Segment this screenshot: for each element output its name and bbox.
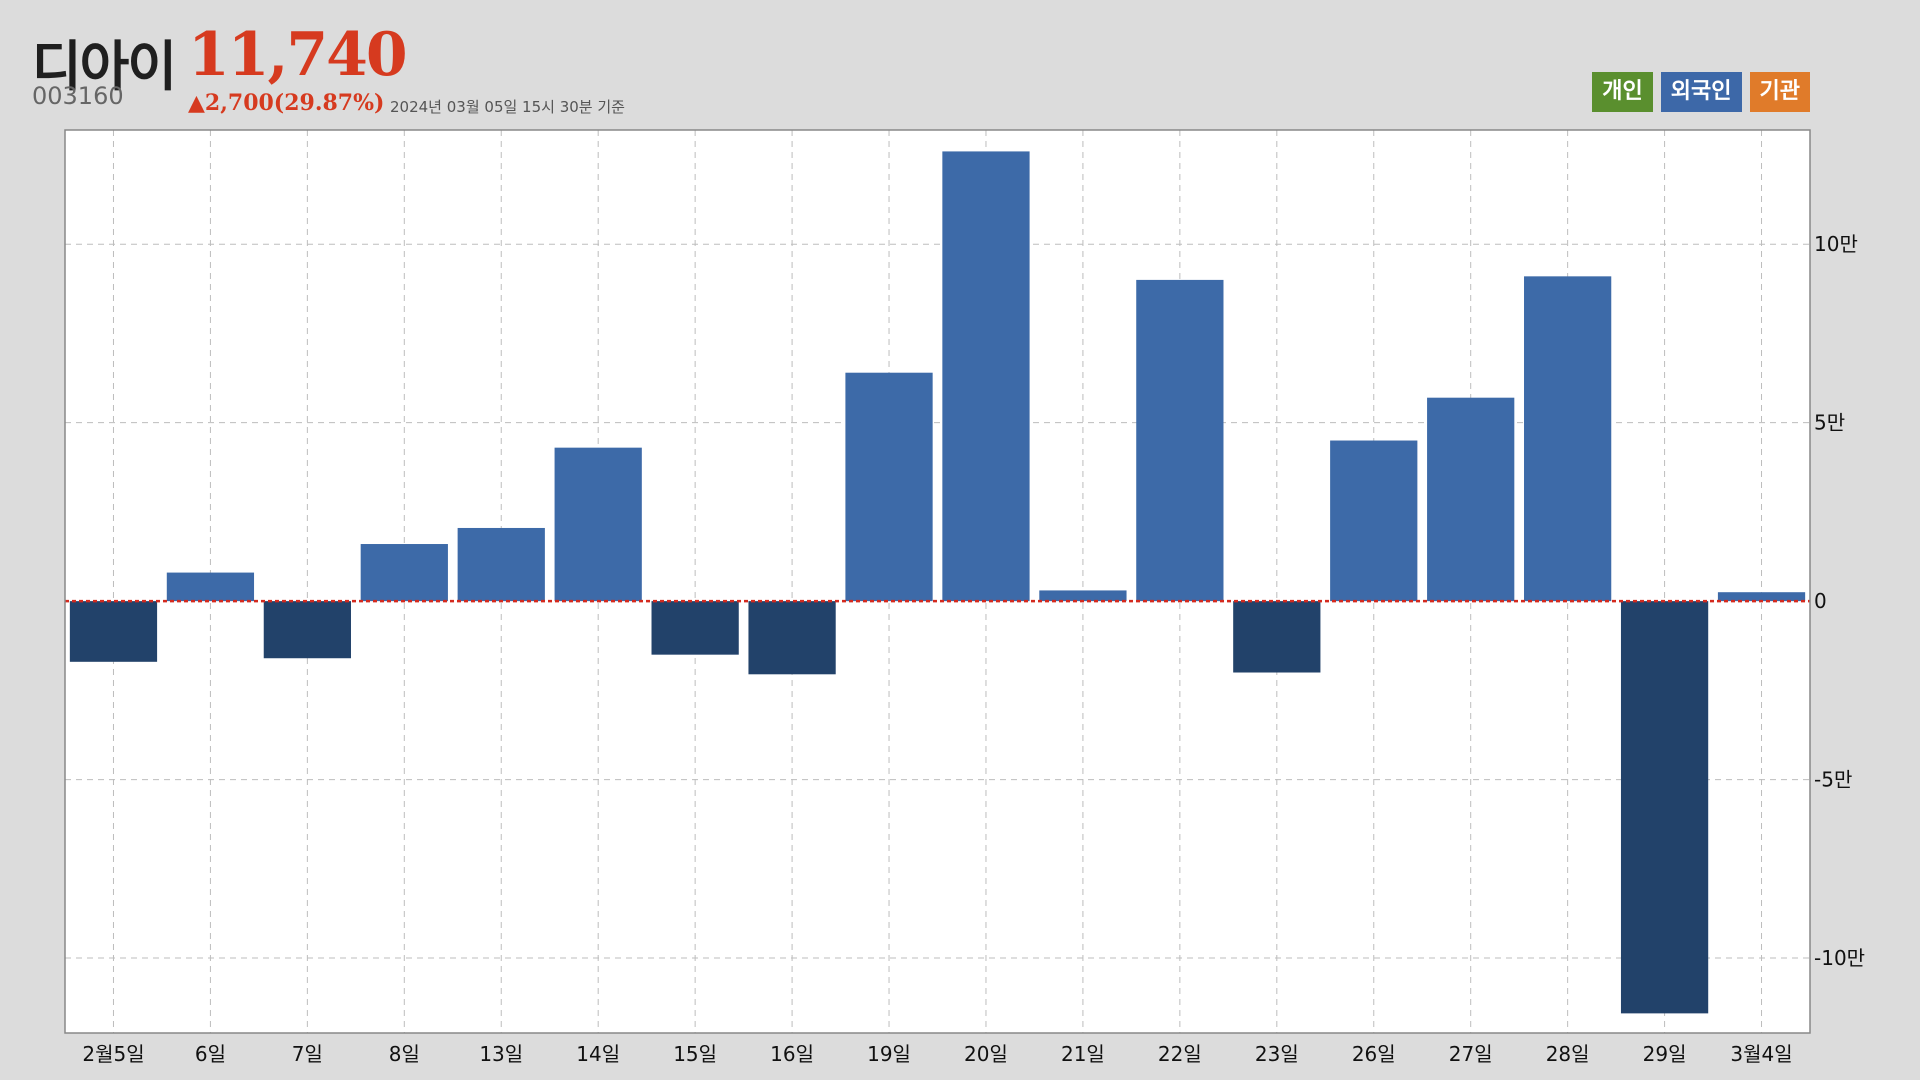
bar [942, 151, 1030, 602]
bar [1039, 590, 1127, 602]
bar [166, 572, 255, 602]
y-tick-label: 0 [1814, 589, 1827, 613]
bar [1620, 601, 1709, 1014]
bar [1427, 397, 1515, 602]
y-tick-label: -5만 [1814, 768, 1852, 792]
x-tick-label: 16일 [770, 1042, 814, 1066]
stock-timestamp: 2024년 03월 05일 15시 30분 기준 [390, 98, 625, 116]
x-tick-label: 29일 [1643, 1042, 1687, 1066]
bar [263, 601, 351, 659]
legend-item-institution[interactable]: 기관 [1749, 72, 1810, 112]
y-tick-label: -10만 [1814, 946, 1865, 970]
x-tick-label: 27일 [1449, 1042, 1493, 1066]
y-tick-label: 5만 [1814, 411, 1845, 435]
bar [360, 544, 448, 602]
x-tick-label: 26일 [1352, 1042, 1396, 1066]
x-tick-label: 6일 [195, 1042, 226, 1066]
x-tick-label: 8일 [389, 1042, 420, 1066]
stock-name: 디아이 [32, 35, 177, 98]
bar [1233, 601, 1321, 673]
x-tick-label: 13일 [479, 1042, 523, 1066]
bar [1717, 592, 1806, 602]
x-tick-label: 21일 [1061, 1042, 1105, 1066]
x-tick-label: 23일 [1255, 1042, 1299, 1066]
y-tick-label: 10만 [1814, 232, 1858, 256]
x-tick-label: 15일 [673, 1042, 717, 1066]
bar [1524, 276, 1612, 602]
x-tick-label: 3월4일 [1730, 1042, 1792, 1066]
bar [554, 447, 642, 602]
chart-header: 디아이 11,740 003160 ▲2,700(29.87%) 2024년 0… [0, 0, 1920, 130]
x-tick-label: 7일 [292, 1042, 323, 1066]
x-tick-label: 22일 [1158, 1042, 1202, 1066]
x-tick-label: 20일 [964, 1042, 1008, 1066]
bar [845, 372, 933, 602]
legend-item-individual[interactable]: 개인 [1592, 72, 1653, 112]
stock-price: 11,740 [188, 20, 408, 90]
x-tick-label: 28일 [1546, 1042, 1590, 1066]
plot-area [65, 130, 1810, 1033]
bar [1136, 279, 1224, 602]
legend-item-foreign[interactable]: 외국인 [1660, 72, 1742, 112]
bar [1330, 440, 1418, 602]
x-tick-label: 19일 [867, 1042, 911, 1066]
stock-change: ▲2,700(29.87%) [188, 90, 385, 116]
x-tick-label: 14일 [576, 1042, 620, 1066]
x-tick-label: 2월5일 [82, 1042, 144, 1066]
bar [748, 601, 836, 675]
bar [457, 527, 545, 602]
plot-border [64, 129, 1811, 1034]
legend: 개인 외국인 기관 [1592, 72, 1810, 112]
bar [651, 601, 739, 655]
stock-code: 003160 [32, 82, 124, 110]
bar [69, 601, 158, 662]
